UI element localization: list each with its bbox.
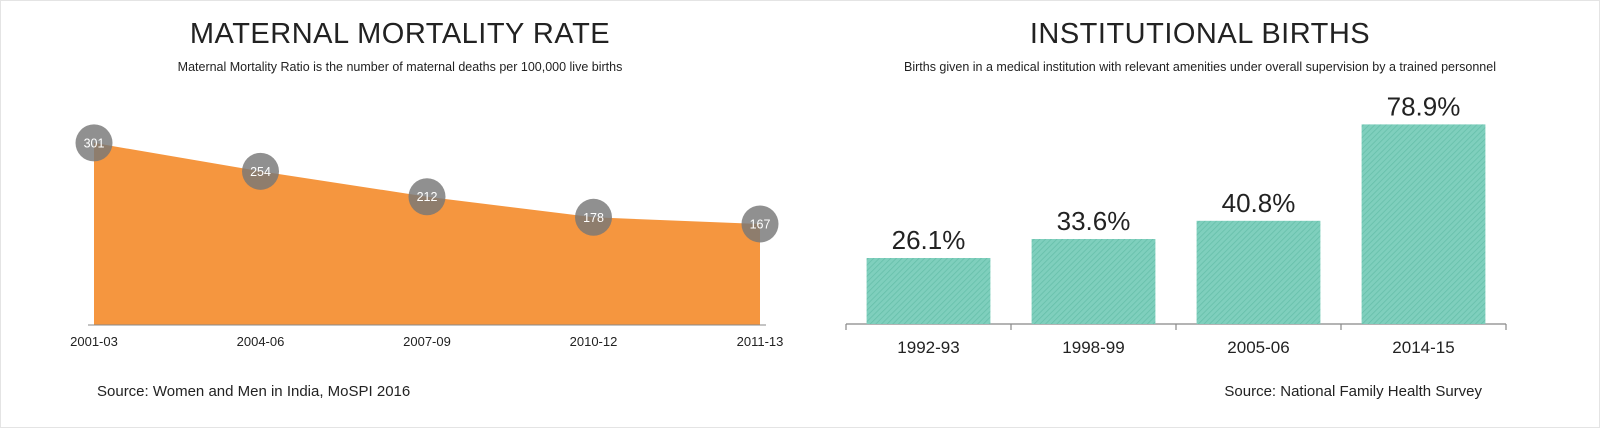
mmr-x-tick-label: 2004-06 bbox=[237, 334, 285, 349]
mmr-data-marker bbox=[741, 205, 779, 243]
institutional-births-panel: INSTITUTIONAL BIRTHS Births given in a m… bbox=[800, 0, 1600, 428]
births-value-label: 78.9% bbox=[1387, 91, 1461, 121]
births-value-label: 33.6% bbox=[1057, 206, 1131, 236]
mmr-chart-subtitle: Maternal Mortality Ratio is the number o… bbox=[177, 60, 623, 74]
mmr-data-marker bbox=[575, 198, 612, 236]
births-bar bbox=[1361, 124, 1486, 325]
mmr-x-tick-label: 2001-03 bbox=[70, 334, 118, 349]
mmr-data-label: 212 bbox=[417, 190, 438, 204]
mmr-data-label: 254 bbox=[250, 165, 271, 179]
mmr-data-marker bbox=[75, 124, 113, 162]
mmr-area-fill bbox=[94, 142, 760, 325]
mmr-x-tick-label: 2011-13 bbox=[737, 334, 784, 349]
births-bar bbox=[866, 258, 991, 324]
births-chart-subtitle: Births given in a medical institution wi… bbox=[904, 60, 1496, 74]
births-bar-chart: 26.1% 1992-93 33.6% 1998-99 40.8% 2005-06 78.9… bbox=[845, 91, 1507, 357]
births-bar bbox=[1196, 220, 1321, 324]
mmr-area-chart: 2001-03 2004-06 2007-09 2010-12 2011-13 301 25… bbox=[70, 124, 783, 349]
mmr-x-tick-label: 2007-09 bbox=[403, 334, 451, 349]
maternal-mortality-panel: MATERNAL MORTALITY RATE Maternal Mortali… bbox=[97, 18, 623, 400]
births-chart-title: INSTITUTIONAL BIRTHS bbox=[1029, 18, 1371, 50]
births-x-tick-label: 1998-99 bbox=[1062, 338, 1124, 357]
mmr-x-tick-label: 2010-12 bbox=[570, 334, 618, 349]
mmr-chart-title: MATERNAL MORTALITY RATE bbox=[189, 18, 611, 50]
mmr-data-label: 178 bbox=[583, 211, 604, 225]
mmr-data-marker bbox=[242, 152, 279, 190]
births-value-label: 26.1% bbox=[892, 225, 966, 255]
births-value-label: 40.8% bbox=[1222, 188, 1296, 218]
mmr-data-label: 167 bbox=[750, 217, 771, 231]
births-x-tick-label: 2005-06 bbox=[1227, 338, 1289, 357]
mmr-data-marker bbox=[408, 178, 446, 216]
births-x-tick-label: 2014-15 bbox=[1392, 338, 1454, 357]
births-source-note: Source: National Family Health Survey bbox=[1224, 383, 1482, 400]
mmr-data-label: 301 bbox=[84, 136, 105, 150]
births-bar bbox=[1031, 239, 1156, 324]
births-x-tick-label: 1992-93 bbox=[897, 338, 959, 357]
mmr-source-note: Source: Women and Men in India, MoSPI 20… bbox=[97, 383, 411, 400]
